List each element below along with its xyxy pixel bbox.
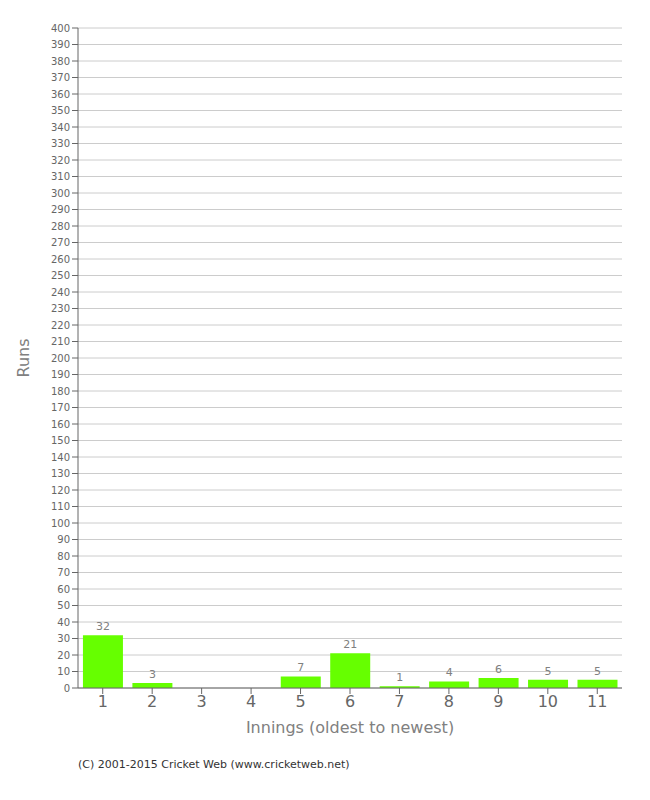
svg-text:260: 260 <box>51 254 70 265</box>
svg-text:5: 5 <box>545 665 552 678</box>
svg-text:6: 6 <box>345 692 355 711</box>
svg-text:350: 350 <box>51 105 70 116</box>
svg-text:5: 5 <box>295 692 305 711</box>
svg-text:80: 80 <box>57 551 70 562</box>
svg-text:3: 3 <box>197 692 207 711</box>
svg-text:120: 120 <box>51 485 70 496</box>
svg-text:21: 21 <box>343 638 357 651</box>
svg-text:40: 40 <box>57 617 70 628</box>
svg-text:6: 6 <box>495 663 502 676</box>
svg-text:320: 320 <box>51 155 70 166</box>
svg-text:200: 200 <box>51 353 70 364</box>
svg-text:220: 220 <box>51 320 70 331</box>
svg-text:10: 10 <box>538 692 558 711</box>
svg-text:300: 300 <box>51 188 70 199</box>
svg-text:20: 20 <box>57 650 70 661</box>
svg-text:11: 11 <box>587 692 607 711</box>
svg-text:100: 100 <box>51 518 70 529</box>
svg-text:290: 290 <box>51 204 70 215</box>
svg-text:7: 7 <box>394 692 404 711</box>
svg-text:210: 210 <box>51 336 70 347</box>
svg-text:4: 4 <box>246 692 256 711</box>
svg-text:180: 180 <box>51 386 70 397</box>
svg-text:90: 90 <box>57 534 70 545</box>
svg-text:170: 170 <box>51 402 70 413</box>
html-text:(C) 2001-2015 Cricket Web (www: (C) 2001-2015 Cricket Web (www.cricketwe… <box>78 758 350 771</box>
svg-text:270: 270 <box>51 237 70 248</box>
svg-text:140: 140 <box>51 452 70 463</box>
svg-text:Runs: Runs <box>14 338 33 377</box>
svg-text:280: 280 <box>51 221 70 232</box>
svg-text:160: 160 <box>51 419 70 430</box>
svg-text:5: 5 <box>594 665 601 678</box>
svg-text:1: 1 <box>396 671 403 684</box>
svg-text:370: 370 <box>51 72 70 83</box>
svg-text:360: 360 <box>51 89 70 100</box>
svg-text:130: 130 <box>51 468 70 479</box>
svg-text:150: 150 <box>51 435 70 446</box>
svg-text:310: 310 <box>51 171 70 182</box>
svg-text:4: 4 <box>446 666 453 679</box>
svg-text:30: 30 <box>57 633 70 644</box>
svg-text:8: 8 <box>444 692 454 711</box>
svg-text:250: 250 <box>51 270 70 281</box>
svg-text:10: 10 <box>57 666 70 677</box>
svg-text:50: 50 <box>57 600 70 611</box>
svg-text:330: 330 <box>51 138 70 149</box>
svg-text:230: 230 <box>51 303 70 314</box>
svg-text:9: 9 <box>493 692 503 711</box>
svg-text:Innings (oldest to newest): Innings (oldest to newest) <box>246 718 454 737</box>
svg-text:380: 380 <box>51 56 70 67</box>
svg-text:3: 3 <box>149 668 156 681</box>
svg-text:400: 400 <box>51 23 70 34</box>
svg-text:7: 7 <box>297 661 304 674</box>
svg-text:70: 70 <box>57 567 70 578</box>
svg-text:32: 32 <box>96 620 110 633</box>
svg-text:0: 0 <box>64 683 70 694</box>
svg-text:110: 110 <box>51 501 70 512</box>
svg-text:240: 240 <box>51 287 70 298</box>
svg-text:390: 390 <box>51 39 70 50</box>
svg-text:1: 1 <box>98 692 108 711</box>
svg-text:190: 190 <box>51 369 70 380</box>
svg-text:340: 340 <box>51 122 70 133</box>
svg-text:60: 60 <box>57 584 70 595</box>
svg-text:2: 2 <box>147 692 157 711</box>
